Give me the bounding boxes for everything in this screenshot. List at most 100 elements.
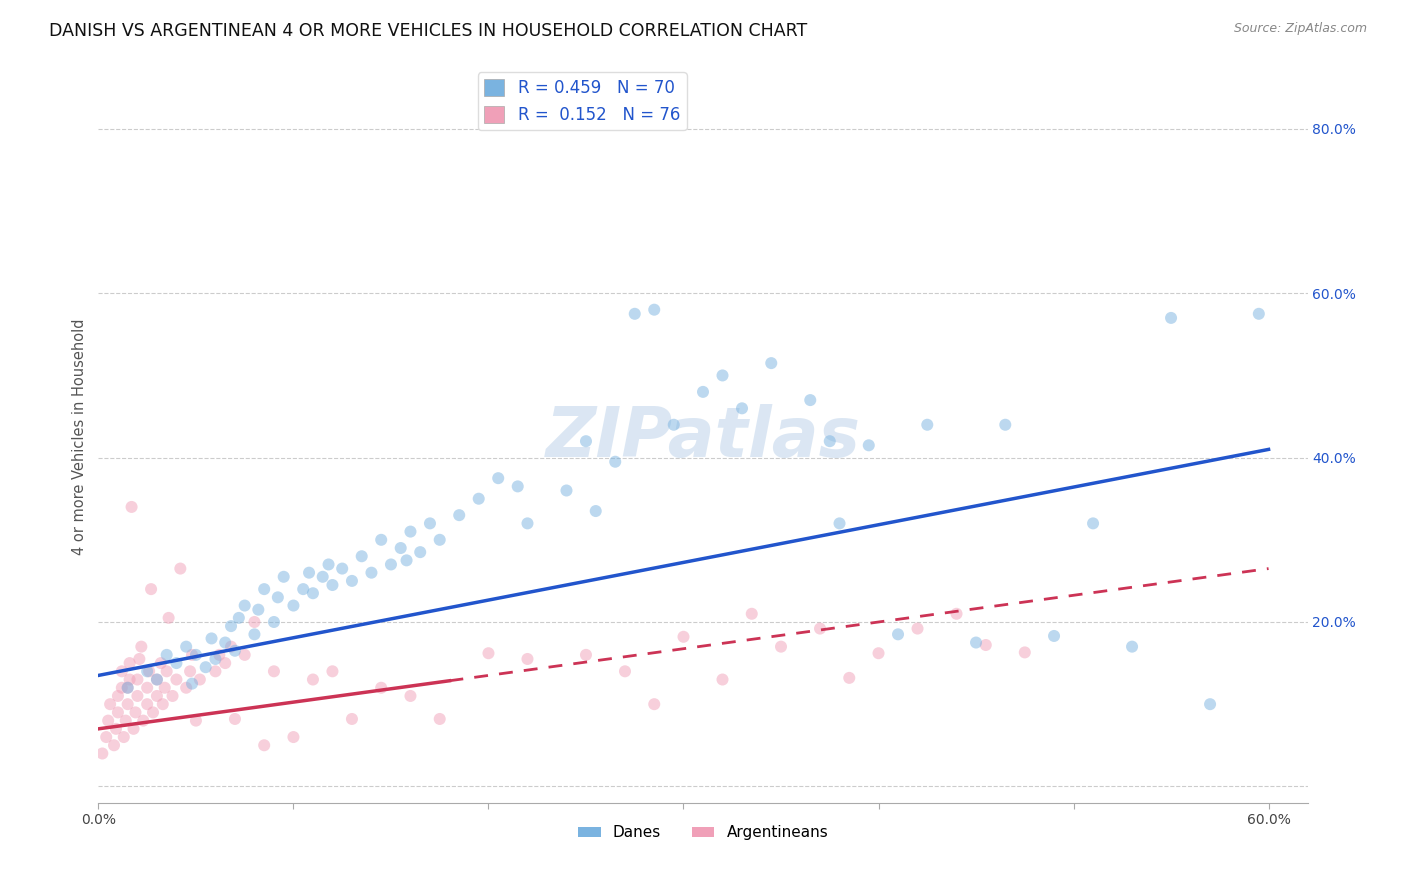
Point — [124, 706, 146, 720]
Point — [330, 561, 353, 575]
Point — [253, 582, 276, 596]
Point — [662, 417, 685, 432]
Point — [96, 730, 118, 744]
Point — [136, 665, 159, 679]
Point — [389, 541, 412, 555]
Point — [516, 516, 538, 531]
Point — [181, 676, 204, 690]
Point — [477, 646, 499, 660]
Text: ZIPatlas: ZIPatlas — [546, 403, 860, 471]
Point — [204, 652, 226, 666]
Point — [112, 730, 135, 744]
Point — [1014, 645, 1036, 659]
Point — [107, 706, 129, 720]
Point — [139, 582, 162, 596]
Point — [107, 689, 129, 703]
Point — [370, 681, 392, 695]
Point — [219, 619, 242, 633]
Point — [117, 697, 139, 711]
Point — [868, 646, 890, 660]
Point — [118, 656, 141, 670]
Point — [131, 640, 153, 654]
Point — [945, 607, 967, 621]
Point — [321, 578, 343, 592]
Point — [228, 611, 250, 625]
Point — [1247, 307, 1270, 321]
Point — [340, 574, 363, 588]
Point — [118, 673, 141, 687]
Point — [111, 665, 134, 679]
Point — [887, 627, 910, 641]
Point — [907, 622, 929, 636]
Point — [184, 648, 207, 662]
Point — [370, 533, 392, 547]
Point — [917, 417, 939, 432]
Point — [1121, 640, 1143, 654]
Point — [103, 739, 125, 753]
Text: DANISH VS ARGENTINEAN 4 OR MORE VEHICLES IN HOUSEHOLD CORRELATION CHART: DANISH VS ARGENTINEAN 4 OR MORE VEHICLES… — [49, 22, 807, 40]
Point — [711, 368, 734, 383]
Point — [174, 640, 197, 654]
Point — [127, 689, 149, 703]
Point — [146, 673, 169, 687]
Point — [136, 697, 159, 711]
Point — [1199, 697, 1222, 711]
Point — [623, 307, 645, 321]
Point — [122, 722, 145, 736]
Point — [156, 665, 179, 679]
Point — [165, 656, 187, 670]
Point — [224, 712, 246, 726]
Point — [200, 632, 222, 646]
Point — [233, 599, 256, 613]
Point — [179, 665, 201, 679]
Point — [575, 648, 598, 662]
Point — [253, 739, 276, 753]
Point — [208, 648, 231, 662]
Y-axis label: 4 or more Vehicles in Household: 4 or more Vehicles in Household — [72, 318, 87, 556]
Point — [643, 697, 665, 711]
Point — [97, 714, 120, 728]
Point — [1081, 516, 1104, 531]
Point — [302, 673, 325, 687]
Point — [409, 545, 432, 559]
Point — [838, 671, 860, 685]
Point — [267, 591, 290, 605]
Point — [769, 640, 792, 654]
Point — [711, 673, 734, 687]
Point — [731, 401, 754, 416]
Point — [429, 533, 451, 547]
Point — [799, 393, 821, 408]
Point — [224, 644, 246, 658]
Point — [138, 665, 160, 679]
Point — [974, 638, 997, 652]
Point — [318, 558, 340, 572]
Point — [467, 491, 489, 506]
Point — [157, 611, 180, 625]
Point — [486, 471, 509, 485]
Point — [312, 570, 335, 584]
Point — [858, 438, 880, 452]
Point — [219, 640, 242, 654]
Point — [614, 665, 637, 679]
Text: Source: ZipAtlas.com: Source: ZipAtlas.com — [1233, 22, 1367, 36]
Point — [965, 635, 987, 649]
Point — [114, 714, 136, 728]
Point — [156, 648, 179, 662]
Point — [117, 681, 139, 695]
Point — [188, 673, 211, 687]
Point — [429, 712, 451, 726]
Point — [149, 656, 172, 670]
Point — [91, 747, 114, 761]
Point — [181, 648, 204, 662]
Point — [302, 586, 325, 600]
Point — [247, 602, 270, 616]
Point — [672, 630, 695, 644]
Point — [994, 417, 1017, 432]
Point — [340, 712, 363, 726]
Point — [174, 681, 197, 695]
Point — [761, 356, 783, 370]
Point — [380, 558, 402, 572]
Legend: Danes, Argentineans: Danes, Argentineans — [571, 819, 835, 847]
Point — [360, 566, 382, 580]
Point — [142, 706, 165, 720]
